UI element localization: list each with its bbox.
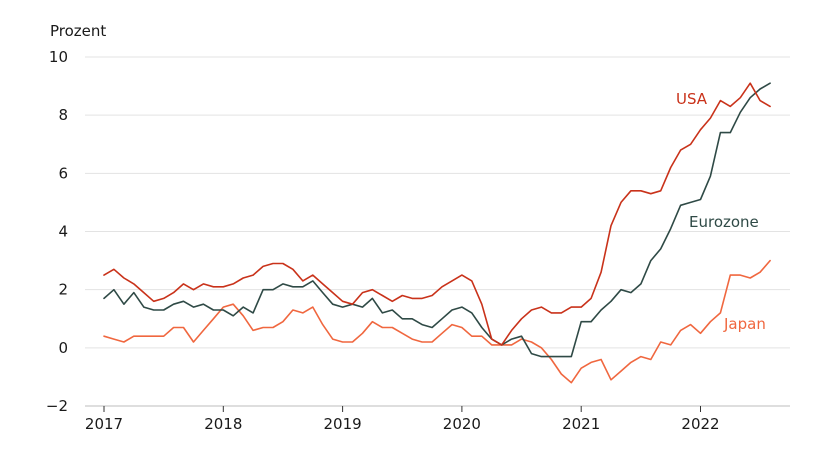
x-axis: 2017 2018 2019 2020 2021 2022: [85, 405, 790, 433]
y-tick-labels: −2 0 2 4 6 8 10: [46, 48, 68, 415]
x-tick-label: 2021: [562, 415, 600, 433]
x-tick-label: 2018: [204, 415, 242, 433]
y-tick-label: 2: [58, 281, 68, 299]
y-tick-label: 0: [58, 339, 68, 357]
series-label-japan: Japan: [723, 315, 766, 333]
series-line-japan: [103, 259, 771, 384]
y-tick-label: 6: [58, 164, 68, 182]
x-tick-label: 2020: [443, 415, 481, 433]
series-labels: USA Eurozone Japan: [676, 90, 766, 333]
y-tick-label: 4: [58, 223, 68, 241]
y-tick-label: 8: [58, 106, 68, 124]
x-tick-label: 2022: [681, 415, 719, 433]
y-axis-label: Prozent: [50, 22, 106, 40]
series-line-usa: [103, 82, 771, 346]
series-lines: [103, 82, 771, 384]
series-label-eurozone: Eurozone: [689, 213, 759, 231]
y-tick-label: 10: [49, 48, 68, 66]
y-tick-label: −2: [46, 397, 68, 415]
gridlines: [85, 56, 790, 349]
series-label-usa: USA: [676, 90, 708, 108]
series-line-eurozone: [103, 82, 771, 358]
x-tick-label: 2019: [324, 415, 362, 433]
x-tick-label: 2017: [85, 415, 123, 433]
